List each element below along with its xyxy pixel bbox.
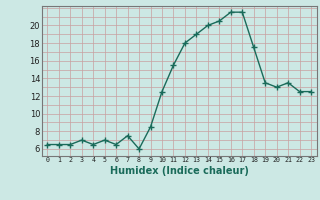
X-axis label: Humidex (Indice chaleur): Humidex (Indice chaleur) [110, 166, 249, 176]
